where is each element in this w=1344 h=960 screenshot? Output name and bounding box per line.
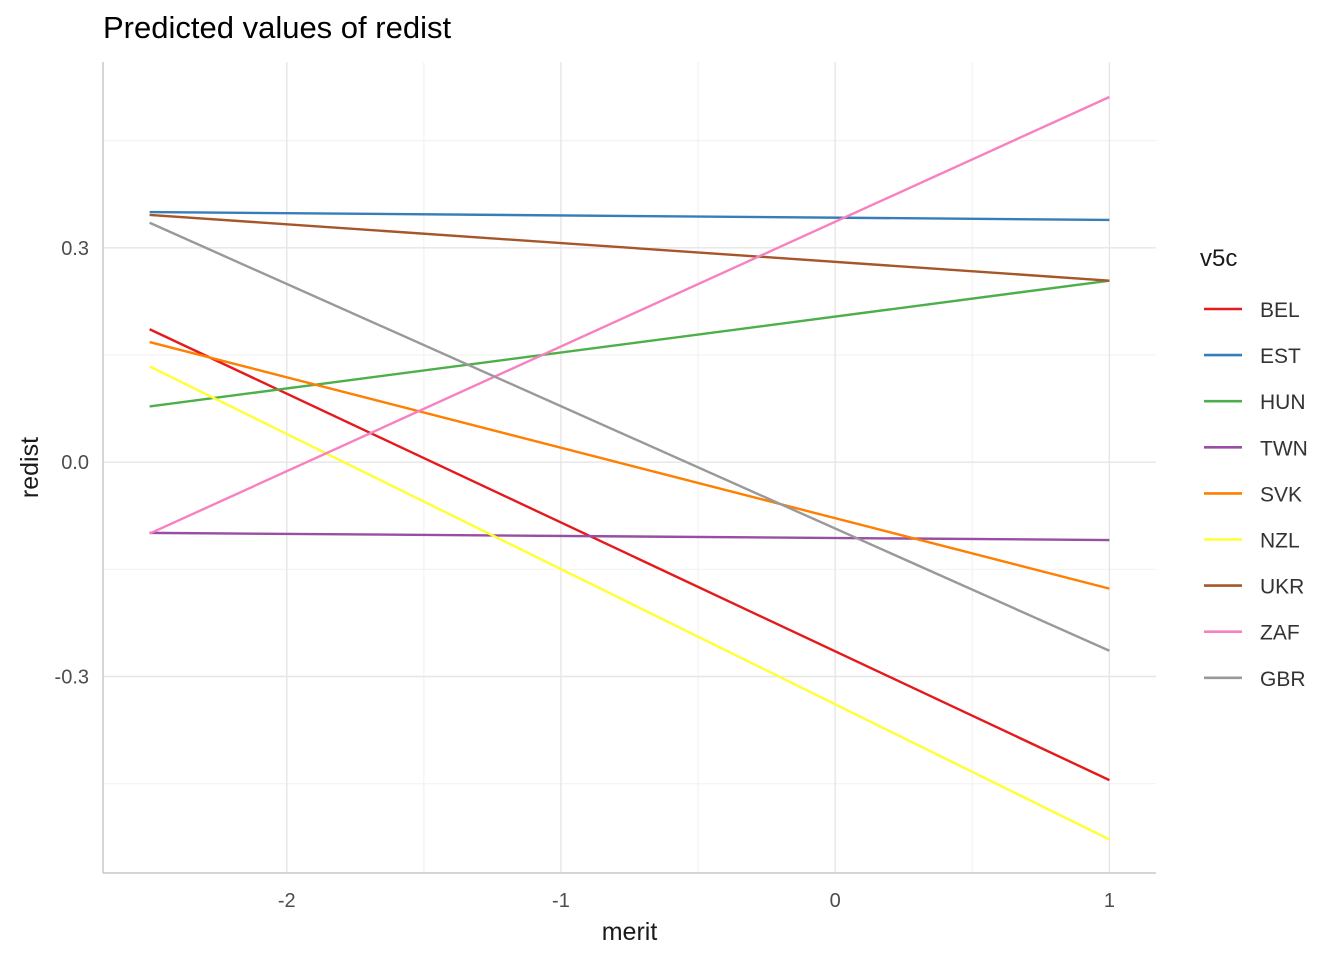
legend-label-ukr: UKR (1260, 576, 1304, 599)
x-tick-label: 0 (830, 890, 841, 912)
legend: v5c BEL EST HUN TWN SVK NZL UKR ZAF GBR (1200, 245, 1308, 691)
series-line-gbr (149, 221, 1110, 652)
x-tick-labels: -2 -1 0 1 (278, 890, 1115, 912)
series-line-est (149, 210, 1110, 222)
y-tick-label: -0.3 (55, 667, 89, 689)
legend-label-nzl: NZL (1260, 530, 1300, 553)
series-line-twn (149, 531, 1110, 542)
y-tick-label: 0.3 (61, 238, 89, 260)
legend-label-hun: HUN (1260, 391, 1306, 414)
major-gridlines (103, 62, 1156, 873)
series-line-nzl (149, 365, 1110, 841)
y-axis-title: redist (16, 437, 44, 498)
series-lines (149, 95, 1110, 841)
y-tick-labels: -0.3 0.0 0.3 (55, 238, 89, 689)
minor-gridlines (103, 62, 1156, 873)
legend-label-bel: BEL (1260, 299, 1300, 322)
series-line-svk (149, 340, 1110, 590)
chart-title: Predicted values of redist (103, 10, 452, 45)
series-line-hun (149, 279, 1110, 408)
legend-label-zaf: ZAF (1260, 622, 1300, 645)
series-line-ukr (149, 213, 1110, 282)
y-tick-label: 0.0 (61, 452, 89, 474)
series-line-zaf (149, 95, 1110, 535)
legend-label-est: EST (1260, 345, 1301, 368)
legend-title: v5c (1200, 245, 1237, 272)
x-tick-label: -2 (278, 890, 296, 912)
series-line-bel (149, 328, 1110, 782)
x-tick-label: -1 (552, 890, 570, 912)
x-axis-title: merit (602, 918, 658, 946)
legend-label-svk: SVK (1260, 483, 1302, 506)
legend-items: BEL EST HUN TWN SVK NZL UKR ZAF GBR (1204, 299, 1308, 691)
legend-label-gbr: GBR (1260, 668, 1306, 691)
legend-label-twn: TWN (1260, 437, 1308, 460)
x-tick-label: 1 (1104, 890, 1115, 912)
